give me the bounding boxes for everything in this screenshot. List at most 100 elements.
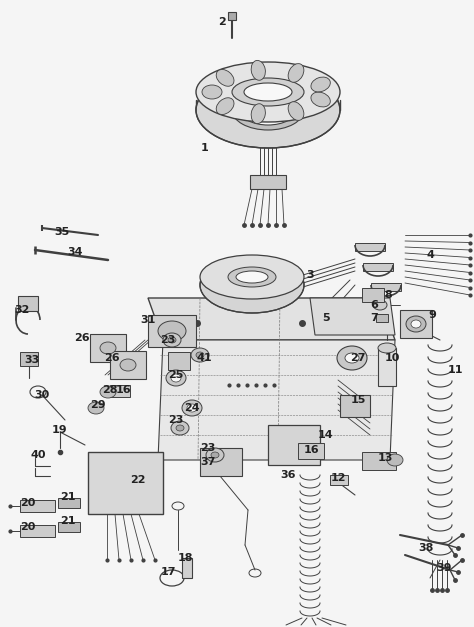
Text: 33: 33 <box>24 355 40 365</box>
Text: 41: 41 <box>196 353 212 363</box>
Text: 26: 26 <box>74 333 90 343</box>
Bar <box>330 475 348 485</box>
Ellipse shape <box>311 77 330 92</box>
Polygon shape <box>310 298 395 335</box>
Text: 20: 20 <box>20 498 36 508</box>
Ellipse shape <box>236 271 268 283</box>
Text: 30: 30 <box>35 390 50 400</box>
Text: 3: 3 <box>306 270 314 280</box>
Bar <box>58 498 80 508</box>
Text: 11: 11 <box>447 365 463 375</box>
Ellipse shape <box>158 321 186 341</box>
Bar <box>148 315 196 347</box>
Text: 40: 40 <box>30 450 46 460</box>
Bar <box>20 525 55 537</box>
Ellipse shape <box>311 92 330 107</box>
Ellipse shape <box>200 255 304 299</box>
Ellipse shape <box>288 102 304 120</box>
Text: 32: 32 <box>14 305 30 315</box>
Text: 13: 13 <box>377 453 392 463</box>
Text: 28: 28 <box>102 385 118 395</box>
Text: 15: 15 <box>350 395 365 405</box>
Bar <box>371 283 401 291</box>
Text: 14: 14 <box>318 430 334 440</box>
Bar <box>378 348 396 386</box>
Text: 10: 10 <box>384 353 400 363</box>
Ellipse shape <box>202 85 222 99</box>
Text: 34: 34 <box>67 247 83 257</box>
Text: 25: 25 <box>168 370 184 380</box>
Bar <box>88 452 163 514</box>
Text: 29: 29 <box>90 400 106 410</box>
Ellipse shape <box>206 448 224 462</box>
Ellipse shape <box>387 454 403 466</box>
Bar <box>18 296 38 311</box>
Ellipse shape <box>232 78 304 106</box>
Bar <box>200 448 242 476</box>
Text: 36: 36 <box>280 470 296 480</box>
Bar <box>355 243 385 251</box>
Ellipse shape <box>171 374 181 382</box>
Bar <box>20 500 55 512</box>
Text: 31: 31 <box>140 315 155 325</box>
Text: 23: 23 <box>160 335 176 345</box>
Ellipse shape <box>228 267 276 287</box>
Text: 23: 23 <box>168 415 184 425</box>
Text: 4: 4 <box>426 250 434 260</box>
Bar <box>110 351 146 379</box>
Text: 21: 21 <box>60 492 76 502</box>
Text: 26: 26 <box>104 353 120 363</box>
Text: 16: 16 <box>304 445 320 455</box>
Text: 1: 1 <box>201 143 209 153</box>
Bar <box>340 395 370 417</box>
Bar <box>228 12 236 20</box>
Ellipse shape <box>251 103 265 124</box>
Text: 8: 8 <box>384 290 392 300</box>
Text: 5: 5 <box>322 313 330 323</box>
Ellipse shape <box>166 370 186 386</box>
Ellipse shape <box>196 62 340 122</box>
Bar <box>362 452 396 470</box>
Ellipse shape <box>406 316 426 332</box>
Ellipse shape <box>100 342 116 354</box>
Bar <box>90 334 126 362</box>
Text: 6: 6 <box>370 300 378 310</box>
Ellipse shape <box>378 343 396 353</box>
Polygon shape <box>158 340 395 460</box>
Text: 27: 27 <box>350 353 366 363</box>
Text: 23: 23 <box>201 443 216 453</box>
Ellipse shape <box>88 402 104 414</box>
Ellipse shape <box>200 257 304 313</box>
Ellipse shape <box>337 346 367 370</box>
Text: 12: 12 <box>330 473 346 483</box>
Ellipse shape <box>345 353 359 363</box>
Text: 16: 16 <box>116 385 132 395</box>
Text: 20: 20 <box>20 522 36 532</box>
Bar <box>363 263 393 271</box>
Ellipse shape <box>100 386 116 398</box>
Text: 37: 37 <box>201 457 216 467</box>
Ellipse shape <box>251 60 265 80</box>
Ellipse shape <box>120 359 136 371</box>
Ellipse shape <box>240 95 296 125</box>
Bar <box>298 443 324 459</box>
Text: 35: 35 <box>55 227 70 237</box>
Text: 7: 7 <box>370 313 378 323</box>
Ellipse shape <box>216 98 234 115</box>
Ellipse shape <box>196 72 340 148</box>
Ellipse shape <box>196 352 204 358</box>
Ellipse shape <box>216 70 234 87</box>
Text: 24: 24 <box>184 403 200 413</box>
Bar <box>268 425 320 465</box>
Ellipse shape <box>244 83 292 101</box>
Ellipse shape <box>187 404 197 412</box>
Ellipse shape <box>182 400 202 416</box>
Polygon shape <box>148 298 395 340</box>
Bar <box>400 310 432 338</box>
Bar <box>376 314 388 322</box>
Ellipse shape <box>171 421 189 435</box>
Text: 18: 18 <box>177 553 193 563</box>
Ellipse shape <box>211 452 219 458</box>
Ellipse shape <box>168 337 176 343</box>
Bar <box>110 385 130 397</box>
